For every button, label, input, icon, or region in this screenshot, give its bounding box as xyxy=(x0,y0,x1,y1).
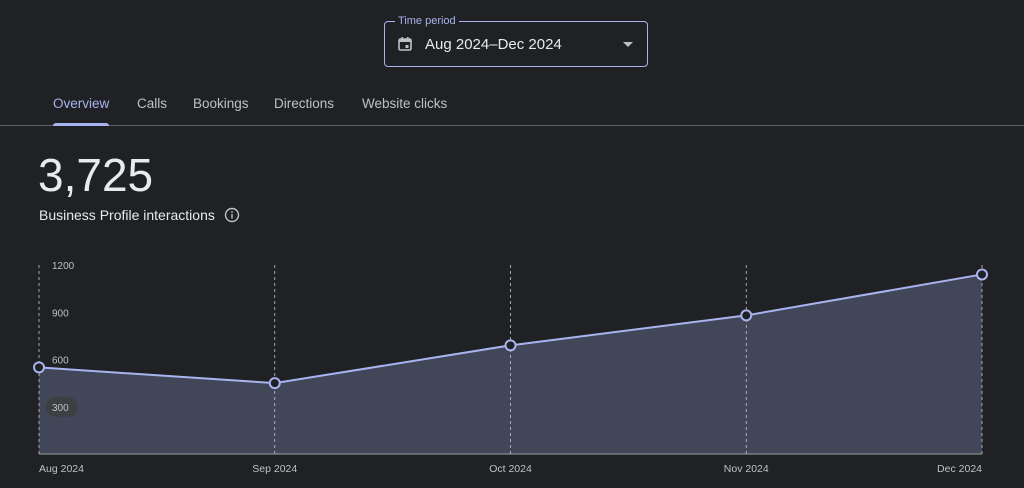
y-tick-label: 600 xyxy=(52,356,69,367)
tab-website-clicks[interactable]: Website clicks xyxy=(362,96,448,111)
x-tick-label: Dec 2024 xyxy=(937,463,982,475)
time-period-legend: Time period xyxy=(395,14,459,28)
x-tick-label: Aug 2024 xyxy=(39,463,84,475)
data-point xyxy=(740,309,753,322)
dropdown-caret-icon[interactable] xyxy=(623,42,633,47)
y-tick-highlight xyxy=(46,396,78,417)
metric-label: Business Profile interactions xyxy=(39,207,215,223)
y-tick-label: 300 xyxy=(52,403,69,414)
info-icon[interactable] xyxy=(224,207,240,223)
tab-bar: Overview Calls Bookings Directions Websi… xyxy=(0,86,1024,126)
tab-overview[interactable]: Overview xyxy=(53,86,110,126)
tab-calls[interactable]: Calls xyxy=(137,96,168,111)
x-tick-label: Oct 2024 xyxy=(489,463,532,475)
data-point xyxy=(504,339,517,352)
tab-directions[interactable]: Directions xyxy=(274,96,335,111)
x-tick-label: Nov 2024 xyxy=(724,463,769,475)
data-point xyxy=(268,377,281,390)
time-period-select[interactable]: Time period Aug 2024–Dec 2024 xyxy=(384,14,648,67)
x-tick-label: Sep 2024 xyxy=(252,463,297,475)
time-period-value: Aug 2024–Dec 2024 xyxy=(425,36,562,53)
data-point xyxy=(976,268,988,281)
data-point xyxy=(33,361,45,374)
tab-bookings[interactable]: Bookings xyxy=(193,96,249,111)
calendar-icon xyxy=(398,37,412,51)
y-tick-label: 900 xyxy=(52,308,69,319)
total-interactions-value: 3,725 xyxy=(38,149,154,201)
y-tick-label: 1200 xyxy=(52,261,75,272)
interactions-chart: 1200 900 600 300 Aug 2024 Sep 2024 Oct 2024 Nov… xyxy=(33,261,988,475)
